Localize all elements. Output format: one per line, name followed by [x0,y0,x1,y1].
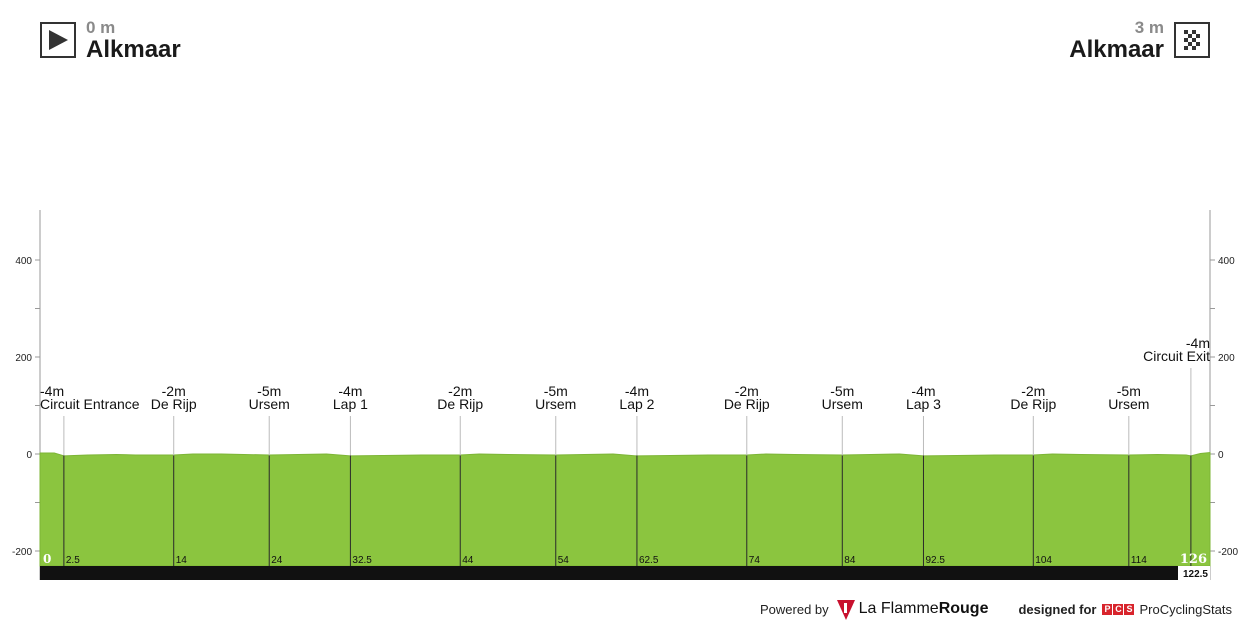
waypoint-km-label: 84 [844,555,856,566]
waypoint-name: Lap 3 [906,396,941,412]
waypoint-altitude: -4m [1186,335,1210,351]
pcs-logo-icon: P C S [1102,603,1135,615]
brand-bold: Rouge [938,600,989,617]
footer: Powered by La FlammeRouge designed for P… [760,598,1232,620]
waypoint-name: Ursem [822,396,863,412]
waypoint-name: Ursem [249,396,290,412]
waypoint-altitude: -2m [735,383,759,399]
waypoint-km-label: 104 [1035,555,1052,566]
brand-light: La Flamme [858,600,939,617]
start-altitude: 0 m [86,18,116,37]
waypoint-km-label: 32.5 [352,555,372,566]
start-km-label: 0 [43,552,51,566]
y-tick-label-right: -200 [1218,547,1238,558]
waypoint-altitude: -2m [448,383,472,399]
finish-altitude: 3 m [1134,18,1164,37]
finish-bar-box [1178,566,1210,580]
la-flamme-rouge-logo-icon [836,600,855,620]
waypoint-altitude: -5m [257,383,281,399]
y-tick-label-left: -200 [12,547,32,558]
waypoint-km-label: 2.5 [66,555,80,566]
pcs-letter: S [1124,603,1135,615]
waypoint-altitude: -4m [911,383,935,399]
waypoint-name: Lap 2 [619,396,654,412]
y-tick-label-left: 0 [26,450,32,461]
start-header: 0 m Alkmaar [40,18,181,62]
waypoint-altitude: -2m [1021,383,1045,399]
waypoint-name: Lap 1 [333,396,368,412]
waypoint-km-label: 24 [271,555,283,566]
waypoint-altitude: -4m [338,383,362,399]
waypoint-altitude: -4m [40,383,64,399]
designed-for-label: designed for [1018,601,1097,617]
pcs-letter: C [1113,603,1124,615]
waypoint-km-label: 54 [558,555,570,566]
y-tick-label-right: 0 [1218,450,1224,461]
y-tick-label-left: 400 [15,256,32,267]
waypoint-km-label: 114 [1131,555,1147,566]
waypoint-altitude: -2m [162,383,186,399]
waypoint-km-label: 44 [462,555,474,566]
start-location: Alkmaar [86,36,181,63]
waypoint-km-label: 74 [749,555,761,566]
waypoint-km-label: 14 [176,555,188,566]
finish-location: Alkmaar [1069,36,1164,63]
waypoint-name: De Rijp [151,396,197,412]
powered-by-label: Powered by [760,601,829,617]
finish-km-label: 126 [1180,552,1207,567]
waypoint-name: Circuit Exit [1143,348,1210,364]
finish-bar-label: 122.5 [1183,569,1208,580]
waypoint-altitude: -5m [830,383,854,399]
pcs-name: ProCyclingStats [1139,601,1232,617]
waypoint-altitude: -4m [625,383,649,399]
waypoint-name: De Rijp [437,396,483,412]
brand-name: La FlammeRouge [859,600,989,618]
pcs-letter: P [1102,603,1113,615]
waypoint-km-label: 92.5 [925,555,945,566]
y-tick-label-right: 400 [1218,256,1235,267]
y-tick-label-right: 200 [1218,353,1235,364]
km-bar [40,566,1210,580]
waypoint-name: Ursem [1108,396,1149,412]
finish-flag-icon [1174,22,1210,58]
waypoint-altitude: -5m [1117,383,1141,399]
y-tick-label-left: 200 [15,353,32,364]
waypoint-altitude: -5m [544,383,568,399]
waypoint-km-label: 62.5 [639,555,659,566]
elevation-area [39,451,1211,567]
start-play-icon [40,22,76,58]
waypoint-name: Circuit Entrance [40,396,140,412]
waypoint-name: De Rijp [1010,396,1056,412]
waypoint-name: Ursem [535,396,576,412]
finish-header: 3 m Alkmaar [1069,18,1210,62]
waypoint-name: De Rijp [724,396,770,412]
